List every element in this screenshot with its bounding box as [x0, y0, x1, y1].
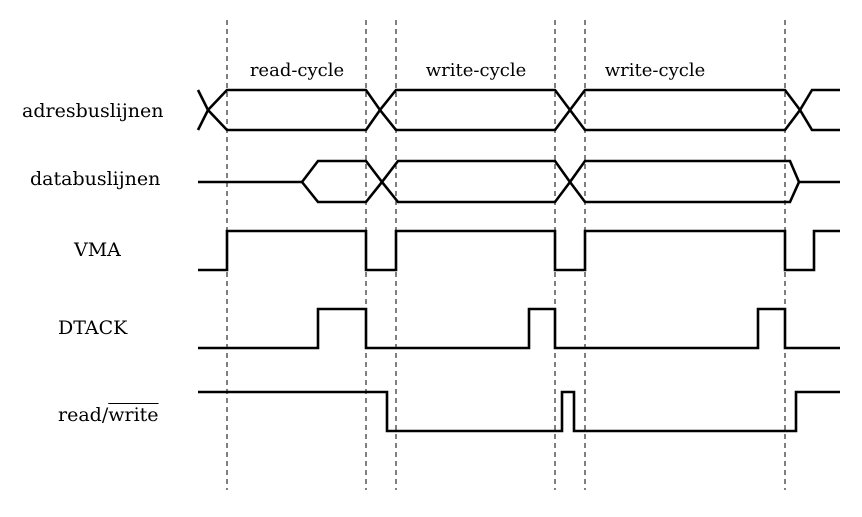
- label-dtack: DTACK: [58, 317, 128, 339]
- data-bus-waveform: [198, 159, 840, 204]
- label-vma: VMA: [74, 239, 121, 261]
- label-data-bus: databuslijnen: [30, 168, 161, 190]
- dtack-waveform: [198, 307, 840, 350]
- read-write-waveform: [198, 390, 840, 433]
- vma-waveform: [198, 229, 840, 272]
- cycle-label-write-2: write-cycle: [604, 60, 706, 81]
- label-read-part: read/: [58, 404, 109, 426]
- label-read-write: read/write: [58, 404, 159, 426]
- label-write-overbar: write: [108, 404, 159, 426]
- address-bus-waveform: [196, 88, 840, 132]
- cycle-label-read: read-cycle: [249, 60, 345, 81]
- cycle-label-write-1: write-cycle: [425, 60, 527, 81]
- label-address-bus: adresbuslijnen: [22, 100, 164, 122]
